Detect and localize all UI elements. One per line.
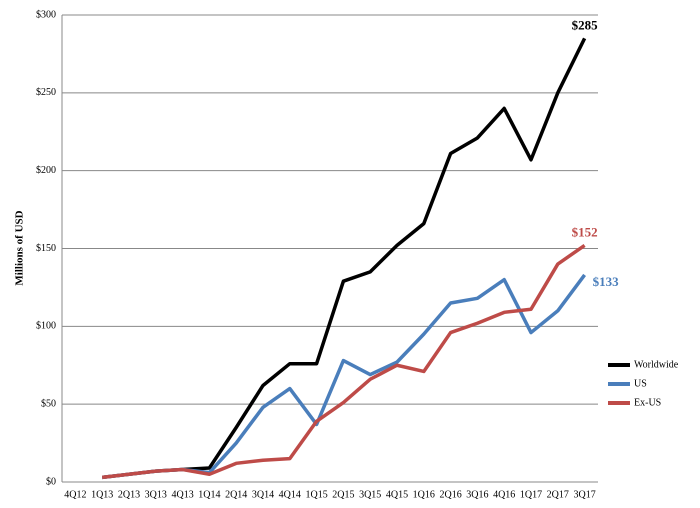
y-tick-label: $250 xyxy=(36,87,56,98)
x-tick-label: 3Q16 xyxy=(466,489,488,500)
y-axis-label: Millions of USD xyxy=(14,210,26,285)
x-tick-label: 2Q13 xyxy=(118,489,140,500)
legend-label: US xyxy=(634,378,647,389)
x-tick-label: 1Q17 xyxy=(520,489,542,500)
x-tick-label: 1Q15 xyxy=(305,489,327,500)
x-tick-label: 4Q12 xyxy=(64,489,86,500)
y-tick-label: $300 xyxy=(36,9,56,20)
x-tick-label: 4Q14 xyxy=(279,489,301,500)
legend-label: Worldwide xyxy=(634,359,679,370)
x-tick-label: 3Q14 xyxy=(252,489,274,500)
x-tick-label: 1Q13 xyxy=(91,489,113,500)
x-tick-label: 4Q16 xyxy=(493,489,515,500)
data-label: $285 xyxy=(572,17,599,32)
x-tick-label: 4Q15 xyxy=(386,489,408,500)
x-tick-label: 2Q16 xyxy=(439,489,461,500)
x-tick-label: 3Q13 xyxy=(145,489,167,500)
x-tick-label: 1Q16 xyxy=(413,489,435,500)
data-label: $133 xyxy=(593,274,620,289)
x-tick-label: 2Q17 xyxy=(547,489,569,500)
x-tick-label: 4Q13 xyxy=(171,489,193,500)
x-tick-label: 2Q14 xyxy=(225,489,247,500)
y-tick-label: $50 xyxy=(41,398,56,409)
y-tick-label: $100 xyxy=(36,321,56,332)
y-tick-label: $150 xyxy=(36,243,56,254)
y-tick-label: $0 xyxy=(46,476,56,487)
x-tick-label: 1Q14 xyxy=(198,489,220,500)
y-tick-label: $200 xyxy=(36,165,56,176)
x-tick-label: 2Q15 xyxy=(332,489,354,500)
x-tick-label: 3Q15 xyxy=(359,489,381,500)
data-label: $152 xyxy=(572,224,598,239)
x-tick-label: 3Q17 xyxy=(573,489,595,500)
legend-label: Ex-US xyxy=(634,397,661,408)
series-line xyxy=(101,243,586,480)
